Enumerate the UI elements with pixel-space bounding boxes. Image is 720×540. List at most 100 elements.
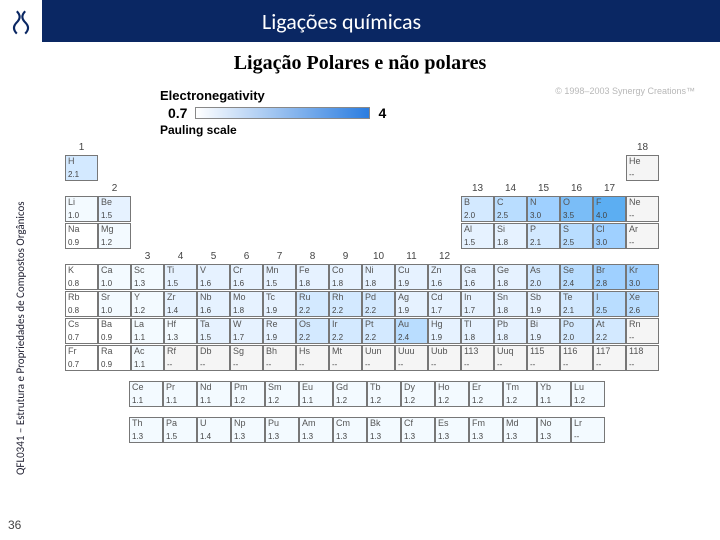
element-cell: Cs0.7	[65, 318, 98, 344]
element-cell: 118--	[626, 345, 659, 371]
element-cell: Rn--	[626, 318, 659, 344]
element-cell: Na0.9	[65, 223, 98, 249]
element-cell: B2.0	[461, 196, 494, 222]
element-cell: U1.4	[197, 417, 231, 443]
element-cell: Po2.0	[560, 318, 593, 344]
element-cell: Gd1.2	[333, 381, 367, 407]
element-cell: Ir2.2	[329, 318, 362, 344]
element-cell: S2.5	[560, 223, 593, 249]
element-cell: Re1.9	[263, 318, 296, 344]
element-cell: Th1.3	[129, 417, 163, 443]
element-cell: Er1.2	[469, 381, 503, 407]
copyright: © 1998–2003 Synergy Creations™	[555, 86, 695, 96]
element-cell: Uuq--	[494, 345, 527, 371]
element-cell: Y1.2	[131, 291, 164, 317]
element-cell: Tb1.2	[367, 381, 401, 407]
element-cell: Al1.5	[461, 223, 494, 249]
element-cell: Pu1.3	[265, 417, 299, 443]
element-cell: Bi1.9	[527, 318, 560, 344]
element-cell: Ac1.1	[131, 345, 164, 371]
element-cell: Ta1.5	[197, 318, 230, 344]
element-cell: In1.7	[461, 291, 494, 317]
element-cell: Sb1.9	[527, 291, 560, 317]
element-cell: 116--	[560, 345, 593, 371]
subtitle: Ligação Polares e não polares	[0, 52, 720, 75]
element-cell: Rf--	[164, 345, 197, 371]
element-cell: Cr1.6	[230, 264, 263, 290]
element-cell: Hs--	[296, 345, 329, 371]
element-cell: Br2.8	[593, 264, 626, 290]
element-cell: Lr--	[571, 417, 605, 443]
element-cell: Dy1.2	[401, 381, 435, 407]
element-cell: Xe2.6	[626, 291, 659, 317]
element-cell: H2.1	[65, 155, 98, 181]
periodic-table: 118H2.1He--21314151617Li1.0Be1.5B2.0C2.5…	[65, 141, 705, 371]
element-cell: Eu1.1	[299, 381, 333, 407]
element-cell: Bh--	[263, 345, 296, 371]
element-cell: Cd1.7	[428, 291, 461, 317]
element-cell: Pr1.1	[163, 381, 197, 407]
element-cell: Fm1.3	[469, 417, 503, 443]
element-cell: Fr0.7	[65, 345, 98, 371]
element-cell: N3.0	[527, 196, 560, 222]
element-cell: Pm1.2	[231, 381, 265, 407]
element-cell: I2.5	[593, 291, 626, 317]
scale-max: 4	[378, 105, 386, 121]
lanthanide-rows: Ce1.1Pr1.1Nd1.1Pm1.2Sm1.2Eu1.1Gd1.2Tb1.2…	[65, 381, 705, 443]
element-cell: V1.6	[197, 264, 230, 290]
element-cell: No1.3	[537, 417, 571, 443]
element-cell: Pd2.2	[362, 291, 395, 317]
page-title: Ligações químicas	[262, 8, 421, 35]
element-cell: Tl1.8	[461, 318, 494, 344]
element-cell: Si1.8	[494, 223, 527, 249]
electronegativity-chart: © 1998–2003 Synergy Creations™ Electrone…	[65, 88, 705, 443]
element-cell: Zr1.4	[164, 291, 197, 317]
element-cell: Mn1.5	[263, 264, 296, 290]
header: Ligações químicas	[0, 0, 720, 42]
element-cell: Nd1.1	[197, 381, 231, 407]
element-cell: Tm1.2	[503, 381, 537, 407]
sidebar-label: QFL0341 – Estrutura e Propriedades de Co…	[14, 95, 27, 475]
element-cell: P2.1	[527, 223, 560, 249]
element-cell: Es1.3	[435, 417, 469, 443]
element-cell: Sr1.0	[98, 291, 131, 317]
scale-min: 0.7	[168, 105, 187, 121]
element-cell: Ni1.8	[362, 264, 395, 290]
element-cell: La1.1	[131, 318, 164, 344]
element-cell: Sm1.2	[265, 381, 299, 407]
element-cell: K0.8	[65, 264, 98, 290]
element-cell: Uuu--	[395, 345, 428, 371]
element-cell: 117--	[593, 345, 626, 371]
element-cell: Ti1.5	[164, 264, 197, 290]
scale-row: 0.7 4	[160, 105, 705, 121]
element-cell: Ho1.2	[435, 381, 469, 407]
element-cell: Bk1.3	[367, 417, 401, 443]
element-cell: As2.0	[527, 264, 560, 290]
element-cell: At2.2	[593, 318, 626, 344]
element-cell: Co1.8	[329, 264, 362, 290]
element-cell: Sg--	[230, 345, 263, 371]
element-cell: Rh2.2	[329, 291, 362, 317]
element-cell: Yb1.1	[537, 381, 571, 407]
element-cell: Pt2.2	[362, 318, 395, 344]
element-cell: Ge1.8	[494, 264, 527, 290]
scale-bar	[195, 107, 370, 119]
element-cell: 115--	[527, 345, 560, 371]
element-cell: He--	[626, 155, 659, 181]
element-cell: Lu1.2	[571, 381, 605, 407]
element-cell: Se2.4	[560, 264, 593, 290]
element-cell: Sc1.3	[131, 264, 164, 290]
element-cell: Cf1.3	[401, 417, 435, 443]
element-cell: Ru2.2	[296, 291, 329, 317]
element-cell: Pb1.8	[494, 318, 527, 344]
element-cell: Hf1.3	[164, 318, 197, 344]
logo	[0, 0, 42, 42]
element-cell: Ce1.1	[129, 381, 163, 407]
element-cell: F4.0	[593, 196, 626, 222]
element-cell: Nb1.6	[197, 291, 230, 317]
element-cell: Db--	[197, 345, 230, 371]
element-cell: Ga1.6	[461, 264, 494, 290]
element-cell: Zn1.6	[428, 264, 461, 290]
element-cell: Ba0.9	[98, 318, 131, 344]
element-cell: Rb0.8	[65, 291, 98, 317]
